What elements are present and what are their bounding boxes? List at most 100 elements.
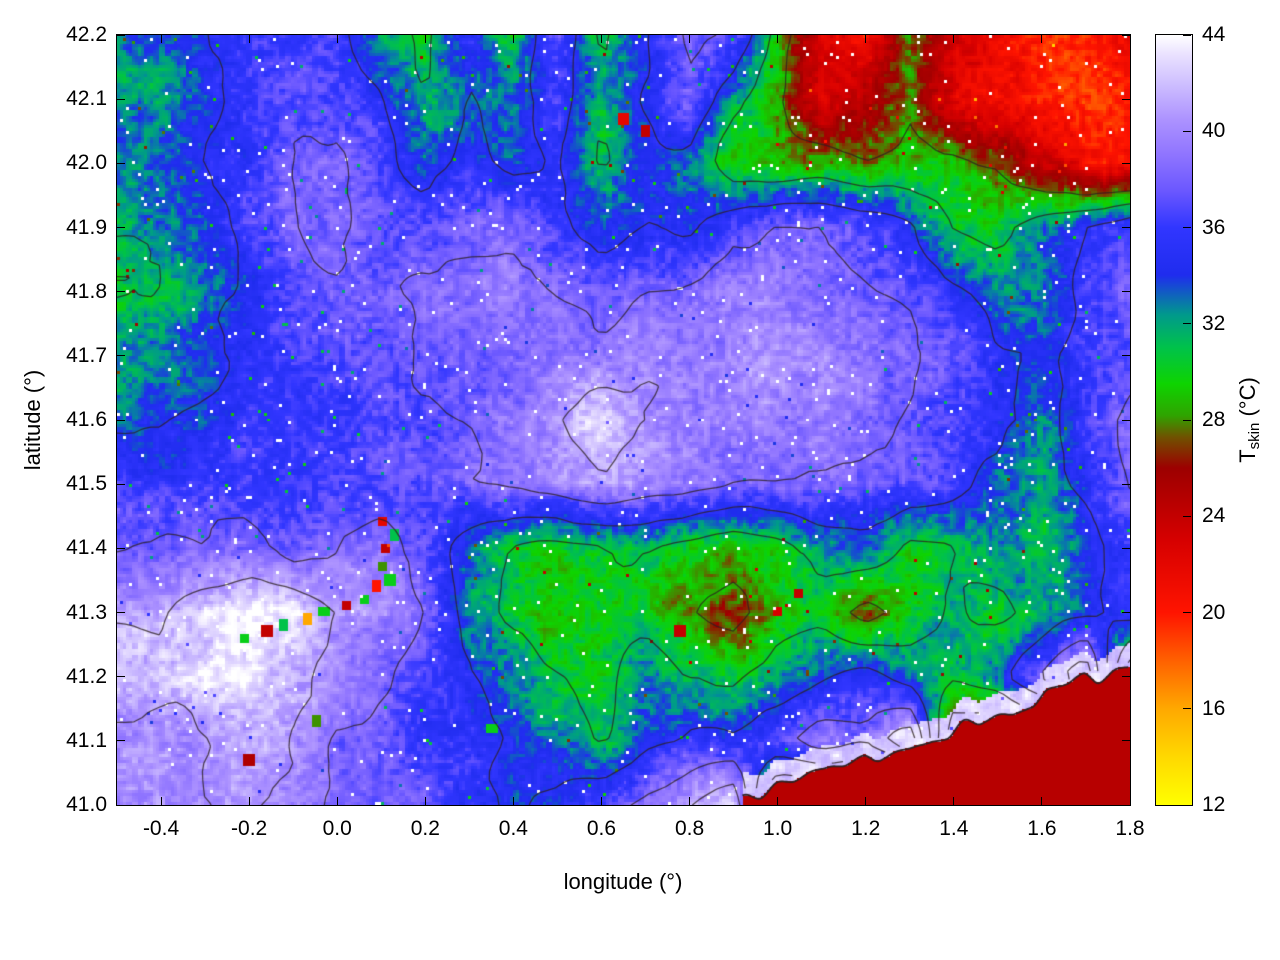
x-tick-mark	[336, 35, 338, 43]
y-tick-mark	[1122, 162, 1130, 164]
x-tick-mark	[865, 797, 867, 805]
y-tick-mark	[117, 612, 125, 613]
y-tick-label: 41.2	[66, 664, 107, 688]
colorbar-tick-mark	[1183, 130, 1191, 132]
x-tick-label: 1.0	[763, 817, 793, 840]
y-tick-label: 41.7	[66, 343, 107, 367]
x-tick-label: 0.8	[674, 817, 705, 840]
colorbar-tick-label: 36	[1202, 215, 1226, 239]
colorbar-title: Tskin (°C)	[1235, 377, 1263, 463]
y-tick-label: 42.2	[66, 23, 107, 46]
x-tick-mark	[424, 35, 426, 43]
colorbar-tick-label: 12	[1202, 793, 1226, 816]
y-tick-mark	[117, 419, 125, 421]
y-tick-mark	[1122, 291, 1130, 293]
y-tick-mark	[117, 483, 125, 485]
y-tick-mark	[117, 162, 125, 164]
x-tick-mark	[600, 797, 602, 805]
colorbar-tick-label: 28	[1202, 408, 1226, 431]
x-tick-mark	[953, 797, 955, 805]
colorbar-tick-mark	[1183, 227, 1191, 228]
x-tick-mark	[600, 35, 602, 43]
y-tick-mark	[117, 355, 125, 357]
plot-area	[116, 34, 1131, 806]
x-tick-label: 1.4	[939, 817, 969, 840]
y-axis-title: latitude (°)	[20, 369, 45, 471]
x-tick-label: 0.2	[410, 817, 440, 840]
x-tick-mark	[777, 35, 779, 43]
x-tick-label: -0.4	[142, 817, 180, 840]
colorbar-title-subscript: skin	[1246, 422, 1263, 450]
y-tick-mark	[117, 227, 125, 228]
colorbar-tick-mark	[1183, 34, 1191, 36]
x-tick-mark	[689, 797, 691, 805]
y-tick-mark	[1122, 676, 1130, 678]
colorbar-tick-mark	[1183, 612, 1191, 613]
y-tick-label: 41.8	[66, 279, 107, 303]
colorbar-tick-label: 32	[1202, 311, 1226, 335]
x-tick-mark	[248, 35, 250, 43]
x-tick-mark	[953, 35, 955, 43]
y-tick-mark	[1122, 98, 1130, 100]
colorbar-title-units: (°C)	[1235, 377, 1260, 423]
y-tick-label: 41.3	[66, 600, 107, 624]
x-tick-label: 1.8	[1115, 817, 1145, 840]
colorbar-tick-mark	[1183, 515, 1191, 517]
x-tick-mark	[160, 35, 162, 43]
x-tick-label: 1.2	[851, 817, 881, 840]
y-tick-mark	[117, 804, 125, 806]
x-tick-mark	[689, 35, 691, 43]
colorbar-tick-label: 40	[1202, 119, 1226, 143]
x-tick-mark	[865, 35, 867, 43]
colorbar-tick-label: 44	[1202, 23, 1226, 46]
y-tick-label: 41.0	[66, 793, 107, 816]
x-tick-mark	[248, 797, 250, 805]
y-tick-mark	[1122, 419, 1130, 421]
y-tick-mark	[1122, 227, 1130, 228]
x-tick-mark	[160, 797, 162, 805]
x-tick-label: 0.4	[498, 817, 528, 840]
x-axis-title: longitude (°)	[563, 869, 683, 894]
x-tick-mark	[1129, 797, 1131, 805]
y-tick-mark	[1122, 483, 1130, 485]
x-tick-mark	[336, 797, 338, 805]
y-tick-mark	[117, 291, 125, 293]
colorbar-tick-label: 24	[1202, 504, 1226, 528]
y-tick-mark	[1122, 804, 1130, 806]
y-tick-label: 42.1	[66, 87, 107, 111]
x-tick-mark	[1041, 35, 1043, 43]
y-tick-label: 41.6	[66, 408, 107, 431]
y-tick-mark	[1122, 355, 1130, 357]
y-tick-mark	[117, 547, 125, 549]
y-tick-mark	[117, 34, 125, 36]
colorbar-tick-mark	[1183, 708, 1191, 710]
y-tick-label: 42.0	[66, 151, 107, 175]
x-tick-mark	[512, 797, 514, 805]
y-tick-label: 41.9	[66, 215, 107, 239]
x-tick-mark	[1129, 35, 1131, 43]
x-tick-mark	[512, 35, 514, 43]
x-tick-mark	[424, 797, 426, 805]
y-tick-mark	[1122, 547, 1130, 549]
colorbar-tick-mark	[1183, 419, 1191, 421]
y-tick-mark	[117, 676, 125, 678]
colorbar-tick-label: 16	[1202, 696, 1226, 720]
y-tick-mark	[1122, 34, 1130, 36]
colorbar-tick-label: 20	[1202, 600, 1226, 624]
y-tick-label: 41.4	[66, 536, 107, 560]
x-tick-label: 1.6	[1027, 817, 1057, 840]
y-tick-mark	[1122, 612, 1130, 613]
x-tick-mark	[777, 797, 779, 805]
x-tick-label: 0.0	[322, 817, 352, 840]
colorbar-tick-mark	[1183, 804, 1191, 806]
y-tick-mark	[117, 740, 125, 742]
colorbar-title-symbol: T	[1235, 449, 1260, 463]
heatmap-canvas	[117, 35, 1130, 805]
colorbar-tick-mark	[1183, 323, 1191, 325]
y-tick-label: 41.5	[66, 472, 107, 496]
x-tick-mark	[1041, 797, 1043, 805]
y-tick-mark	[117, 98, 125, 100]
x-tick-label: -0.2	[231, 817, 268, 840]
x-tick-label: 0.6	[586, 817, 617, 840]
